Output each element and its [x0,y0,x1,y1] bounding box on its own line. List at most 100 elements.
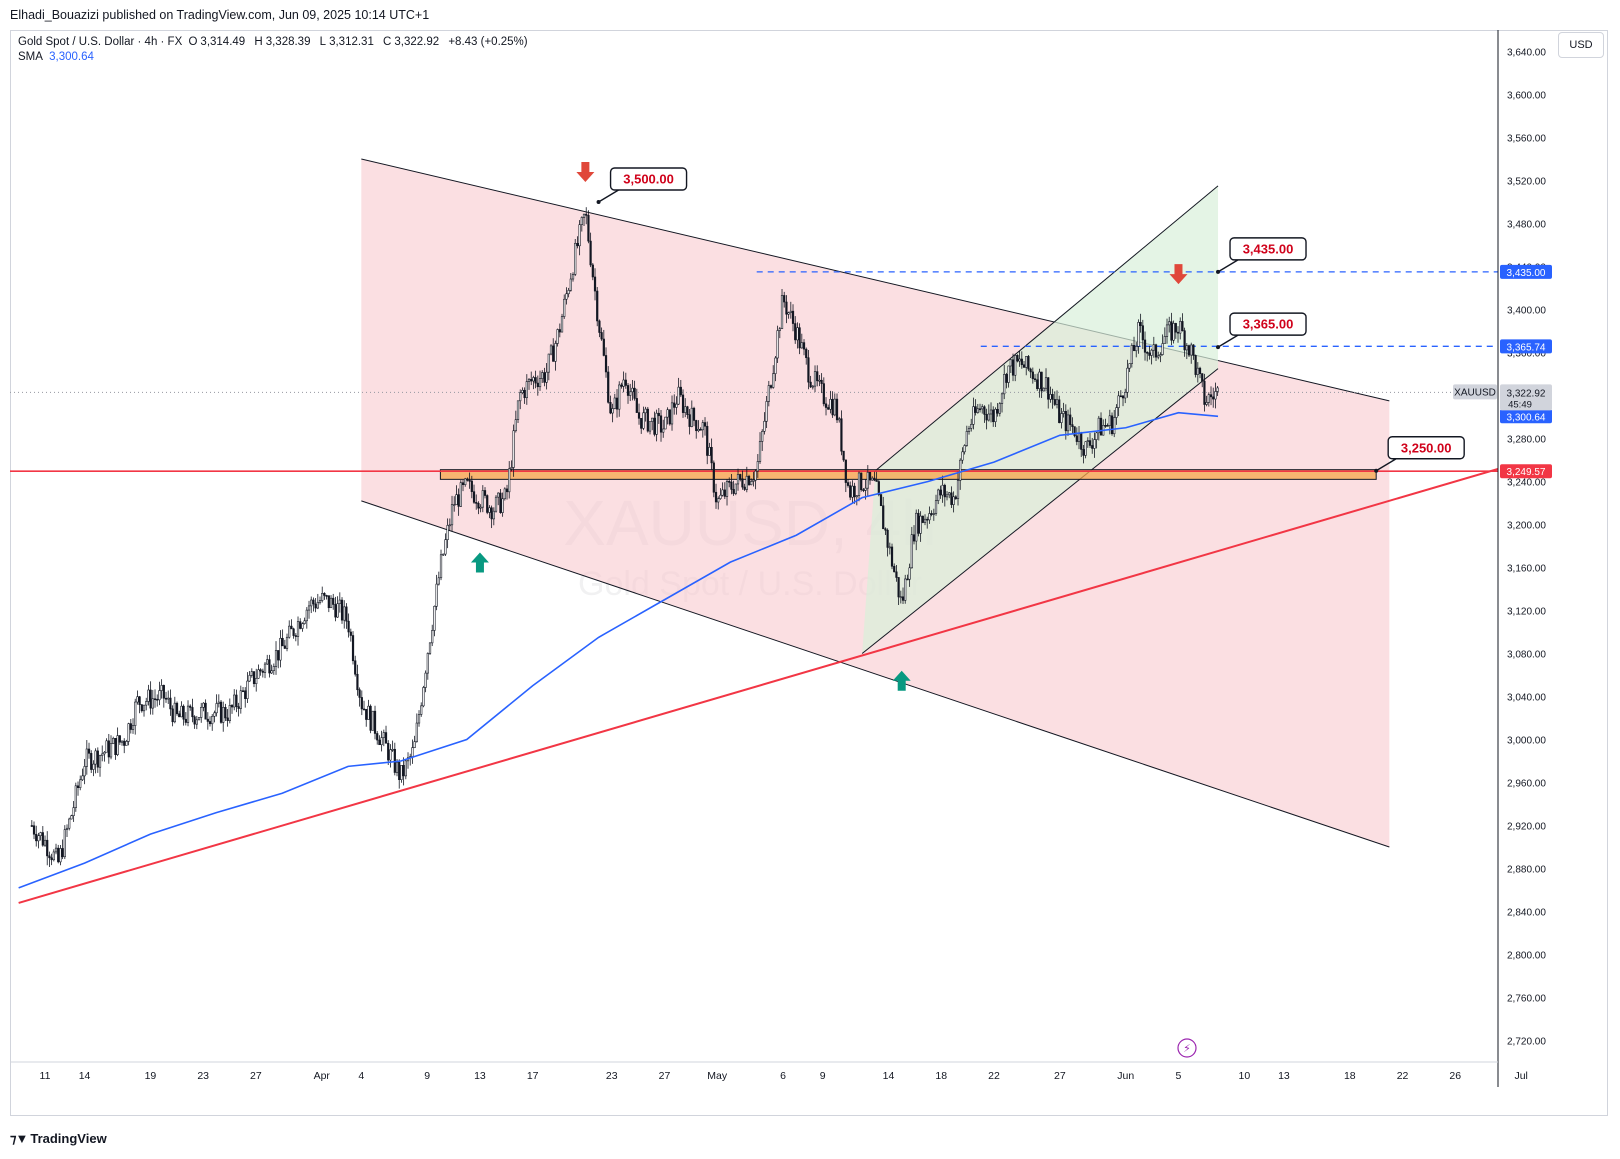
candle-body [131,725,135,730]
candle-body [455,494,458,505]
candle-body [794,323,797,341]
candle-body [1097,417,1100,434]
candle-body [479,506,482,509]
candle-body [598,320,601,333]
candle-body [985,414,988,421]
candle-body [171,708,174,723]
candle-body [978,408,982,411]
close-value: C 3,322.92 [383,36,442,48]
candle-body [631,387,634,393]
candle-body [453,504,456,506]
candle-body [686,406,689,415]
candle-body [149,689,152,709]
candle-body [189,705,192,708]
candle-body [1201,373,1204,382]
candle-body [1005,374,1008,383]
candle-body [72,807,75,816]
candle-body [283,645,286,649]
candle-body [466,478,469,481]
candle-body [519,392,522,402]
candle-body [1126,367,1129,393]
candle-body [697,428,700,432]
candle-body [442,553,445,556]
ohlc-row: Gold Spot / U.S. Dollar · 4h · FX O 3,314… [18,35,531,50]
candle-body [1022,364,1026,368]
candle-body [404,760,407,777]
candle-body [948,492,951,496]
candle-body [972,406,975,425]
symbol-name[interactable]: Gold Spot / U.S. Dollar · 4h · FX [18,36,183,48]
candle-body [939,489,942,496]
candle-body [1119,395,1122,398]
candle-body [536,382,539,388]
candle-body [206,718,209,722]
candle-body [723,489,726,497]
candle-body [893,565,896,573]
candle-body [976,408,979,413]
candle-body [1058,399,1061,423]
y-tick-label: 3,400.00 [1507,306,1546,317]
candle-body [882,505,885,530]
candle-body [1203,380,1206,405]
candle-body [101,753,104,756]
candle-body [1082,449,1085,456]
candle-body [299,621,302,629]
currency-button[interactable]: USD [1558,32,1604,58]
up-arrow-2 [470,552,489,573]
candle-body [327,595,330,609]
x-tick-label: 23 [197,1070,209,1082]
candle-body [387,742,390,761]
candle-body [816,371,819,382]
candle-body [846,482,850,486]
candle-body [761,431,764,442]
candle-body [35,833,38,842]
candle-body [906,578,909,581]
candle-body [965,431,968,446]
candle-body [934,500,938,514]
candle-body [486,495,489,513]
candle-body [237,706,240,709]
callout-pointer [598,189,619,203]
y-tick-label: 2,840.00 [1507,908,1546,919]
candle-body [65,827,69,830]
candle-body [615,397,619,410]
candle-body [180,705,183,718]
candle-body [1051,394,1054,400]
candle-body [967,428,971,432]
candle-body [653,417,656,435]
candle-body [175,702,179,715]
candle-body [1075,435,1078,442]
candle-body [63,829,66,858]
candle-body [398,761,401,781]
candle-body [1064,411,1067,432]
candle-body [1088,440,1092,446]
candle-body [1038,371,1041,389]
candle-body [811,385,814,388]
candle-body [371,710,374,731]
candle-body [270,670,273,674]
candle-body [191,707,194,718]
candle-body [1198,367,1202,374]
candle-body [974,406,977,413]
candle-body [532,377,535,382]
candle-body [197,717,201,721]
candle-body [490,507,493,520]
candle-body [138,696,141,706]
change-value: +8.43 (+0.25%) [448,36,528,48]
x-tick-label: 18 [935,1070,947,1082]
candle-body [635,398,638,413]
tv-brand-text: TradingView [30,1131,107,1146]
candle-body [809,381,812,388]
candle-body [910,534,913,569]
candle-body [153,698,157,701]
sma-row[interactable]: SMA 3,300.64 [18,50,531,65]
y-tick-label: 2,720.00 [1507,1037,1546,1048]
y-tick-label: 3,280.00 [1507,435,1546,446]
candle-body [692,407,696,421]
chart-frame[interactable] [10,30,1608,1116]
candle-body [1066,414,1070,432]
candle-body [618,384,621,410]
candle-body [90,753,93,770]
candle-body [1108,415,1111,426]
